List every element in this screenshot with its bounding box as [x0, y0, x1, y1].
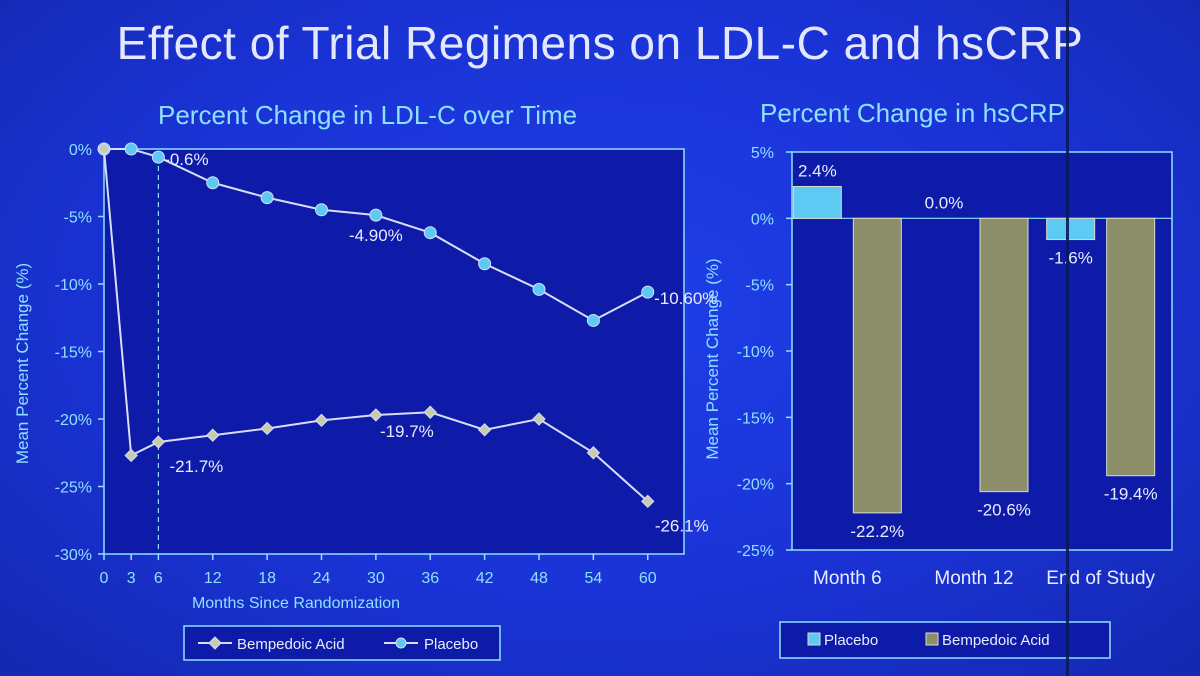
- ldl-x-tick-label: 30: [367, 570, 385, 587]
- hscrp-bar-placebo: [792, 185, 842, 219]
- hscrp-category-label: End of Study: [1046, 568, 1155, 589]
- hscrp-chart-title: Percent Change in hsCRP: [760, 98, 1065, 128]
- legend-label-placebo: Placebo: [824, 632, 878, 649]
- hscrp-bar-label-bempedoic-acid: -19.4%: [1104, 485, 1158, 504]
- hscrp-y-tick-label: -10%: [737, 344, 774, 361]
- ldl-point-bempedoic-acid: [97, 142, 111, 156]
- hscrp-category-label: Month 12: [934, 568, 1013, 589]
- ldl-point-placebo: [586, 313, 600, 327]
- ldl-data-label: -10.60%: [654, 289, 717, 308]
- ldl-point-bempedoic-acid: [314, 413, 329, 428]
- ldl-point-placebo: [315, 203, 328, 217]
- ldl-x-tick-label: 12: [204, 570, 222, 587]
- ldl-x-tick-label: 36: [421, 570, 439, 587]
- legend-label-placebo: Placebo: [424, 636, 478, 653]
- ldl-y-tick-label: -5%: [64, 210, 92, 227]
- ldl-x-tick-label: 54: [584, 570, 602, 587]
- legend-label-bempedoic-acid: Bempedoic Acid: [237, 636, 345, 653]
- hscrp-bar-label-placebo: 0.0%: [925, 193, 964, 212]
- ldl-y-tick-label: -20%: [55, 412, 92, 429]
- hscrp-y-tick-label: -25%: [737, 543, 774, 560]
- ldl-point-placebo: [151, 150, 165, 164]
- ldl-point-bempedoic-acid: [369, 408, 383, 422]
- ldl-chart-title: Percent Change in LDL-C over Time: [158, 100, 578, 130]
- hscrp-bar-label-bempedoic-acid: -20.6%: [977, 501, 1031, 520]
- ldl-x-tick-label: 24: [313, 570, 331, 587]
- hscrp-y-tick-label: -20%: [737, 477, 774, 494]
- ldl-data-label: -19.7%: [380, 422, 434, 441]
- ldl-x-tick-label: 42: [476, 570, 494, 587]
- ldl-data-label: -4.90%: [349, 226, 403, 245]
- ldl-point-placebo: [478, 257, 492, 271]
- ldl-point-bempedoic-acid: [206, 428, 220, 442]
- ldl-point-placebo: [260, 191, 274, 205]
- hscrp-bar-label-bempedoic-acid: -22.2%: [850, 522, 904, 541]
- hscrp-y-tick-label: -15%: [737, 410, 774, 427]
- ldl-point-bempedoic-acid: [151, 435, 166, 449]
- ldl-legend-box: [183, 625, 501, 661]
- hscrp-bar-bempedoic-acid: [1106, 217, 1156, 477]
- ldl-point-placebo: [423, 226, 437, 240]
- screen-divider-line: [1066, 0, 1069, 676]
- ldl-x-axis-label: Months Since Randomization: [192, 595, 400, 612]
- ldl-x-tick-label: 6: [154, 570, 163, 587]
- legend-marker-placebo: [395, 637, 407, 649]
- ldl-point-bempedoic-acid: [586, 446, 601, 460]
- ldl-point-placebo: [641, 285, 655, 299]
- hscrp-bar-placebo: [1046, 217, 1096, 241]
- ldl-x-tick-label: 48: [530, 570, 548, 587]
- hscrp-legend-box: [779, 621, 1111, 659]
- legend-swatch-placebo: [807, 632, 821, 646]
- hscrp-y-axis-label: Mean Percent Change (%): [703, 258, 722, 459]
- hscrp-y-tick-label: 5%: [751, 145, 774, 162]
- hscrp-bar-bempedoic-acid: [852, 217, 902, 514]
- hscrp-y-tick-label: 0%: [751, 211, 774, 228]
- ldl-y-axis-label: Mean Percent Change (%): [13, 263, 32, 464]
- ldl-point-bempedoic-acid: [260, 421, 274, 436]
- hscrp-category-label: Month 6: [813, 568, 882, 589]
- ldl-point-placebo: [124, 142, 138, 156]
- hscrp-bar-label-placebo: 2.4%: [798, 161, 837, 180]
- ldl-x-tick-label: 3: [127, 570, 136, 587]
- ldl-line-bempedoic-acid: [103, 148, 649, 503]
- hscrp-bar-label-placebo: -1.6%: [1048, 249, 1092, 268]
- ldl-y-tick-label: 0%: [69, 142, 92, 159]
- ldl-point-bempedoic-acid: [532, 412, 546, 426]
- ldl-plot-area: [103, 148, 685, 555]
- legend-marker-bempedoic-acid: [208, 636, 222, 650]
- ldl-point-placebo: [206, 176, 220, 190]
- ldl-point-bempedoic-acid: [124, 448, 138, 463]
- ldl-point-placebo: [369, 208, 383, 222]
- ldl-data-label: -26.1%: [655, 516, 709, 535]
- ldl-point-placebo: [532, 282, 546, 296]
- ldl-y-tick-label: -15%: [55, 345, 92, 362]
- hscrp-y-tick-label: -5%: [746, 278, 774, 295]
- ldl-y-tick-label: -10%: [55, 277, 92, 294]
- ldl-x-tick-label: 0: [100, 570, 109, 587]
- legend-swatch-bempedoic-acid: [925, 632, 939, 646]
- ldl-y-tick-label: -25%: [55, 480, 92, 497]
- ldl-point-bempedoic-acid: [641, 494, 655, 509]
- legend-label-bempedoic-acid: Bempedoic Acid: [942, 632, 1050, 649]
- hscrp-bar-bempedoic-acid: [979, 217, 1029, 493]
- ldl-data-label: -21.7%: [169, 457, 223, 476]
- ldl-point-bempedoic-acid: [423, 405, 437, 419]
- ldl-x-tick-label: 60: [639, 570, 657, 587]
- ldl-point-bempedoic-acid: [477, 423, 492, 437]
- slide-title: Effect of Trial Regimens on LDL-C and hs…: [116, 17, 1084, 69]
- ldl-y-tick-label: -30%: [55, 547, 92, 564]
- ldl-x-tick-label: 18: [258, 570, 276, 587]
- ldl-data-label: -0.6%: [164, 150, 208, 169]
